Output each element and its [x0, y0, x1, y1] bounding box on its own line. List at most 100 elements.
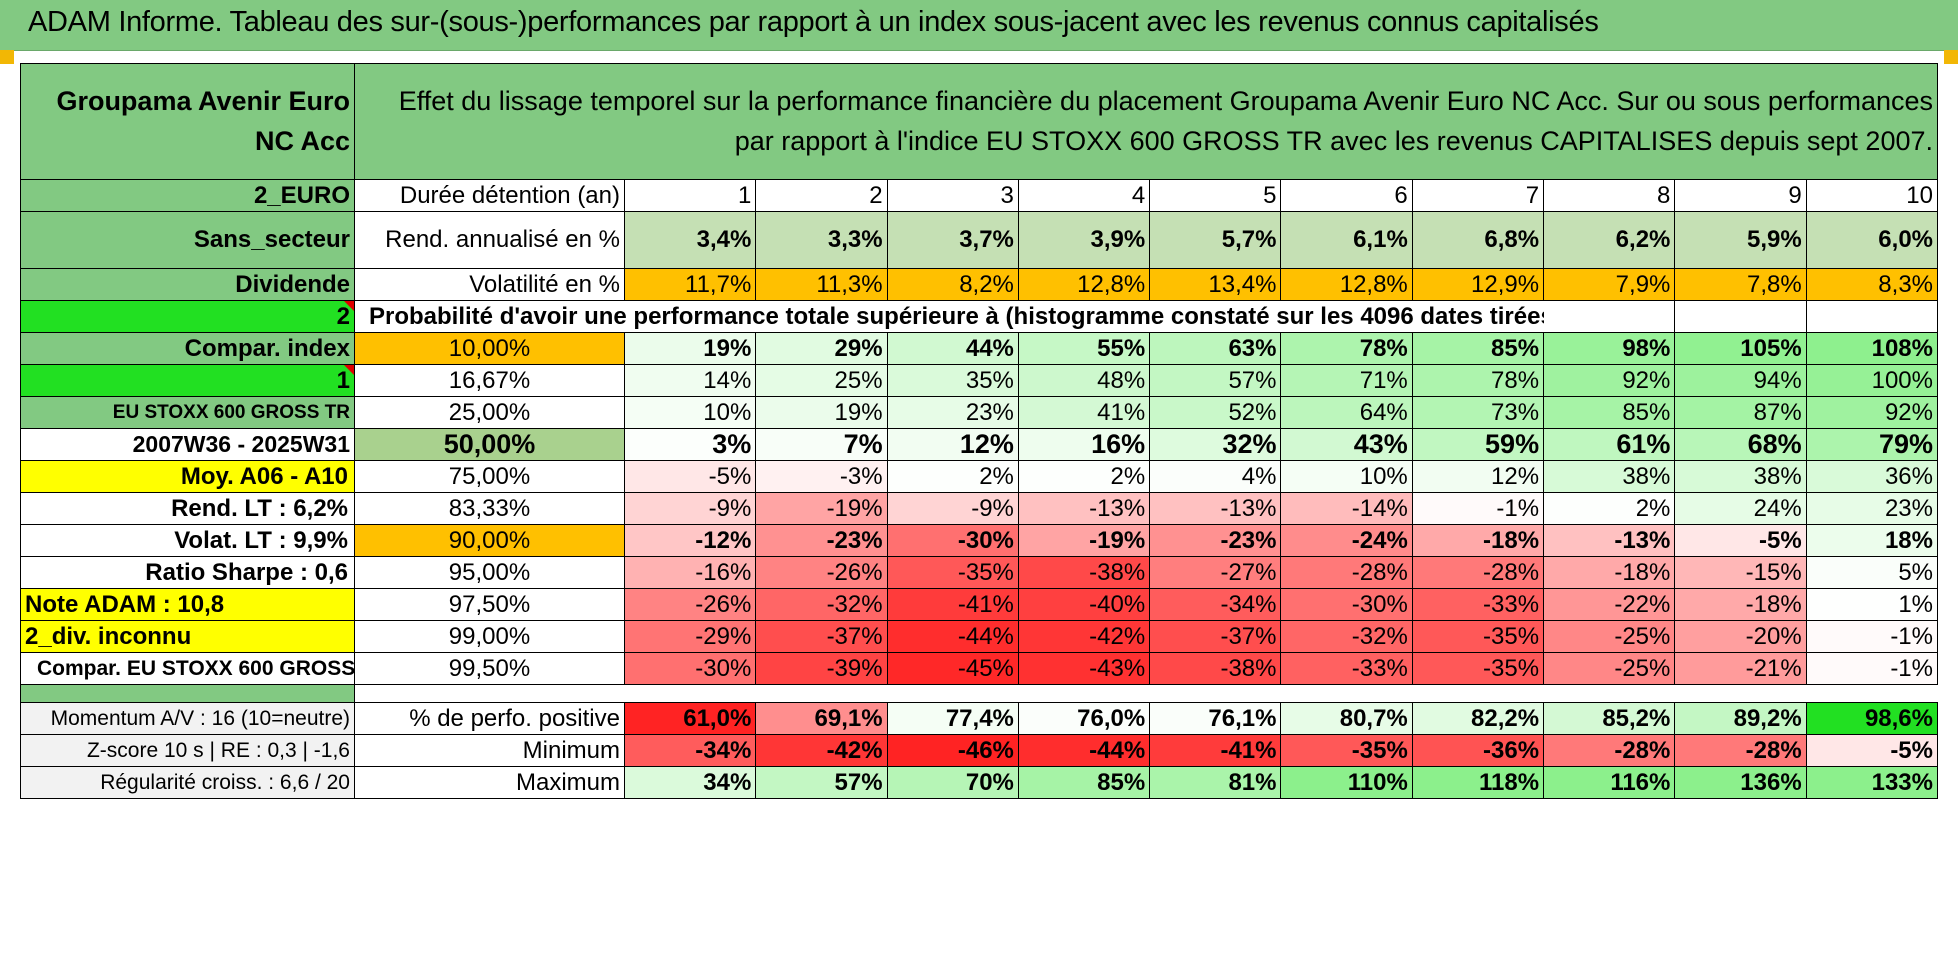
rend-value: 6,8%	[1411, 211, 1545, 269]
performance-value: 29%	[755, 332, 888, 365]
performance-value: 10%	[1280, 460, 1413, 493]
year-header: 10	[1805, 179, 1939, 212]
bottom-value: 118%	[1411, 766, 1545, 799]
performance-value: 24%	[1674, 492, 1807, 525]
side-label: 2007W36 - 2025W31	[20, 428, 355, 461]
table-row: Momentum A/V : 16 (10=neutre)% de perfo.…	[20, 702, 1939, 735]
performance-value: 4%	[1149, 460, 1282, 493]
rend-value: 3,3%	[755, 211, 888, 269]
bottom-value: 81%	[1149, 766, 1282, 799]
performance-value: -35%	[1411, 652, 1545, 685]
table-row: Dividende Volatilité en % 11,7% 11,3% 8,2% 12…	[20, 268, 1939, 301]
bottom-value: 82,2%	[1411, 702, 1545, 735]
side-label: 1	[20, 364, 355, 397]
side-label: Moy. A06 - A10	[20, 460, 355, 493]
performance-value: 23%	[1805, 492, 1939, 525]
performance-value: 12%	[1411, 460, 1545, 493]
bottom-value: 61,0%	[623, 702, 757, 735]
rend-label: Rend. annualisé en %	[354, 211, 625, 269]
table-row: Sans_secteur Rend. annualisé en % 3,4% 3,3%…	[20, 211, 1939, 269]
fund-description: Effet du lissage temporel sur la perform…	[354, 63, 1938, 180]
empty-cell	[1805, 300, 1939, 333]
performance-value: -19%	[1017, 524, 1151, 557]
year-header: 6	[1280, 179, 1413, 212]
year-header: 7	[1411, 179, 1545, 212]
performance-value: 48%	[1017, 364, 1151, 397]
bottom-side-label: Régularité croiss. : 6,6 / 20	[20, 766, 355, 799]
performance-value: -30%	[886, 524, 1019, 557]
side-label: Volat. LT : 9,9%	[20, 524, 355, 557]
bottom-value: 70%	[886, 766, 1019, 799]
performance-value: -19%	[755, 492, 888, 525]
performance-value: 1%	[1805, 588, 1939, 621]
performance-value: 94%	[1674, 364, 1807, 397]
performance-value: -29%	[623, 620, 757, 653]
performance-value: -14%	[1280, 492, 1413, 525]
vol-value: 12,9%	[1411, 268, 1545, 301]
table-row: Compar. index 10,00% 19% 29% 44% 55% 63% 78% 85%…	[20, 332, 1939, 365]
rend-value: 5,7%	[1149, 211, 1282, 269]
performance-value: -12%	[623, 524, 757, 557]
vol-value: 12,8%	[1017, 268, 1151, 301]
probability-threshold: 99,00%	[354, 620, 625, 653]
performance-value: -23%	[1149, 524, 1282, 557]
performance-value: 18%	[1805, 524, 1939, 557]
performance-value: -38%	[1017, 556, 1151, 589]
performance-value: 85%	[1543, 396, 1676, 429]
performance-value: 43%	[1280, 428, 1413, 461]
performance-value: -23%	[755, 524, 888, 557]
performance-value: 5%	[1805, 556, 1939, 589]
side-label: Ratio Sharpe : 0,6	[20, 556, 355, 589]
bottom-value: 133%	[1805, 766, 1939, 799]
performance-value: -35%	[1411, 620, 1545, 653]
year-header: 4	[1017, 179, 1151, 212]
performance-value: 92%	[1543, 364, 1676, 397]
performance-value: -25%	[1543, 652, 1676, 685]
performance-value: 61%	[1543, 428, 1676, 461]
vol-value: 7,8%	[1674, 268, 1807, 301]
vol-value: 8,3%	[1805, 268, 1939, 301]
bottom-value: 116%	[1543, 766, 1676, 799]
side-label: Compar. EU STOXX 600 GROSS TR	[20, 652, 355, 685]
table-row: Moy. A06 - A10 75,00% -5% -3% 2% 2% 4% 10% 12% 38…	[20, 460, 1939, 493]
performance-value: -9%	[886, 492, 1019, 525]
performance-value: 3%	[623, 428, 757, 461]
spacer-cell	[355, 685, 1938, 703]
empty-cell	[1543, 300, 1676, 333]
performance-value: 78%	[1411, 364, 1545, 397]
performance-value: -3%	[755, 460, 888, 493]
zone-label: 2_EURO	[20, 179, 355, 212]
bottom-value: 69,1%	[755, 702, 888, 735]
table-row: 2_EURO Durée détention (an) 1 2 3 4 5 6 7 8 9 10	[20, 179, 1939, 212]
bottom-row-label: % de perfo. positive	[354, 702, 625, 735]
table-row	[20, 684, 1938, 703]
performance-value: 38%	[1674, 460, 1807, 493]
table-row: Ratio Sharpe : 0,6 95,00% -16% -26% -35% -38%…	[20, 556, 1939, 589]
performance-value: 32%	[1149, 428, 1282, 461]
performance-value: -18%	[1543, 556, 1676, 589]
year-header: 3	[886, 179, 1019, 212]
performance-value: 35%	[886, 364, 1019, 397]
performance-value: -13%	[1017, 492, 1151, 525]
bottom-value: 85%	[1017, 766, 1151, 799]
bottom-value: 77,4%	[886, 702, 1019, 735]
performance-value: -28%	[1280, 556, 1413, 589]
performance-value: 71%	[1280, 364, 1413, 397]
performance-value: 100%	[1805, 364, 1939, 397]
performance-value: 64%	[1280, 396, 1413, 429]
num2-cell: 2	[20, 300, 355, 333]
bottom-value: 136%	[1674, 766, 1807, 799]
performance-value: -5%	[623, 460, 757, 493]
bottom-value: 76,0%	[1017, 702, 1151, 735]
year-header: 2	[755, 179, 888, 212]
performance-value: -45%	[886, 652, 1019, 685]
performance-value: 73%	[1411, 396, 1545, 429]
bottom-row-label: Minimum	[354, 734, 625, 767]
performance-value: 52%	[1149, 396, 1282, 429]
performance-value: -20%	[1674, 620, 1807, 653]
performance-value: -18%	[1411, 524, 1545, 557]
performance-value: -25%	[1543, 620, 1676, 653]
side-label: EU STOXX 600 GROSS TR	[20, 396, 355, 429]
performance-value: 7%	[755, 428, 888, 461]
duree-label: Durée détention (an)	[354, 179, 625, 212]
